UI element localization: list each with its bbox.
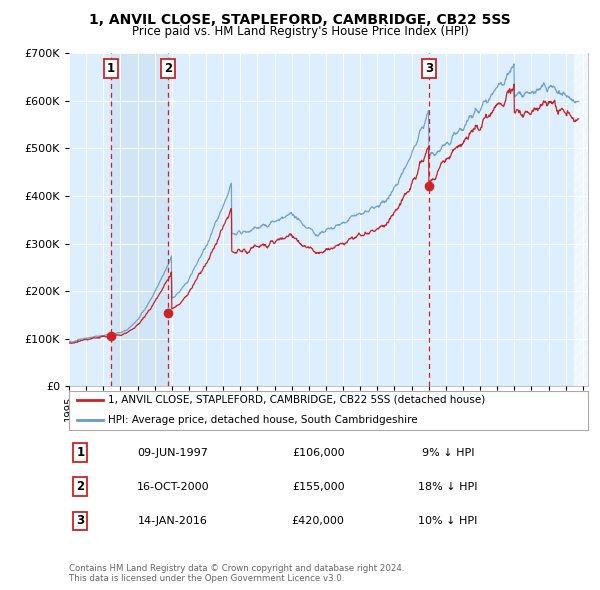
Text: 3: 3	[425, 61, 433, 74]
Bar	[168, 53, 430, 386]
Text: £155,000: £155,000	[292, 482, 344, 491]
Bar	[111, 53, 168, 386]
Text: 2: 2	[164, 61, 172, 74]
Text: Price paid vs. HM Land Registry's House Price Index (HPI): Price paid vs. HM Land Registry's House …	[131, 25, 469, 38]
Text: 1: 1	[76, 446, 85, 459]
Text: 9% ↓ HPI: 9% ↓ HPI	[422, 448, 474, 457]
Text: 14-JAN-2016: 14-JAN-2016	[138, 516, 208, 526]
Text: 09-JUN-1997: 09-JUN-1997	[137, 448, 208, 457]
Text: 3: 3	[76, 514, 85, 527]
Text: 2: 2	[76, 480, 85, 493]
Text: Contains HM Land Registry data © Crown copyright and database right 2024.
This d: Contains HM Land Registry data © Crown c…	[69, 563, 404, 583]
Text: 1: 1	[107, 61, 115, 74]
Text: 16-OCT-2000: 16-OCT-2000	[136, 482, 209, 491]
Text: 1, ANVIL CLOSE, STAPLEFORD, CAMBRIDGE, CB22 5SS (detached house): 1, ANVIL CLOSE, STAPLEFORD, CAMBRIDGE, C…	[108, 395, 485, 405]
Text: HPI: Average price, detached house, South Cambridgeshire: HPI: Average price, detached house, Sout…	[108, 415, 418, 425]
Text: 18% ↓ HPI: 18% ↓ HPI	[418, 482, 478, 491]
Text: £420,000: £420,000	[292, 516, 344, 526]
Bar	[574, 53, 588, 386]
Text: 10% ↓ HPI: 10% ↓ HPI	[418, 516, 478, 526]
Text: 1, ANVIL CLOSE, STAPLEFORD, CAMBRIDGE, CB22 5SS: 1, ANVIL CLOSE, STAPLEFORD, CAMBRIDGE, C…	[89, 13, 511, 27]
Text: £106,000: £106,000	[292, 448, 344, 457]
